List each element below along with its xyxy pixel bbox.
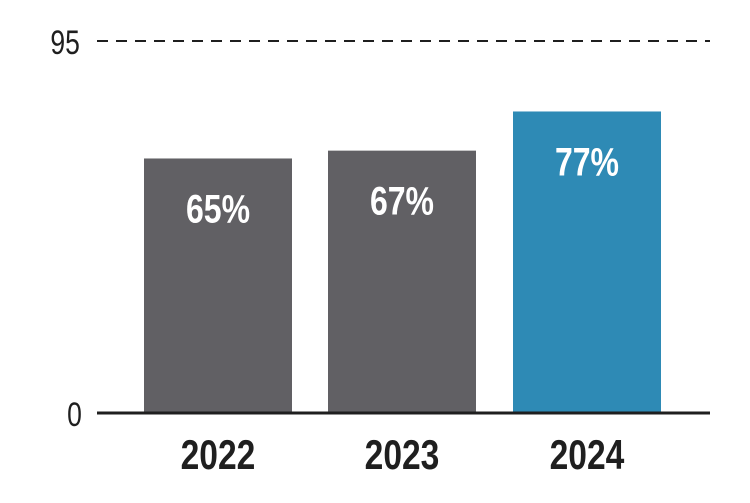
- x-tick-label-2022: 2022: [181, 433, 256, 479]
- value-label-2022: 65%: [186, 186, 250, 231]
- value-label-2023: 67%: [370, 178, 434, 223]
- y-tick-label-95: 95: [50, 24, 80, 62]
- x-tick-label-2024: 2024: [550, 433, 625, 479]
- bar-2024: [513, 111, 661, 414]
- bar-2022: [144, 158, 292, 413]
- labels-layer: 65% 2022 67% 2023 77% 2024: [181, 139, 625, 479]
- value-label-2024: 77%: [555, 139, 619, 184]
- y-tick-label-0: 0: [67, 396, 82, 434]
- x-tick-label-2023: 2023: [365, 433, 440, 479]
- bars-layer: [144, 111, 661, 414]
- y-tick-layer: 0 95: [50, 24, 82, 434]
- bar-2023: [328, 150, 476, 414]
